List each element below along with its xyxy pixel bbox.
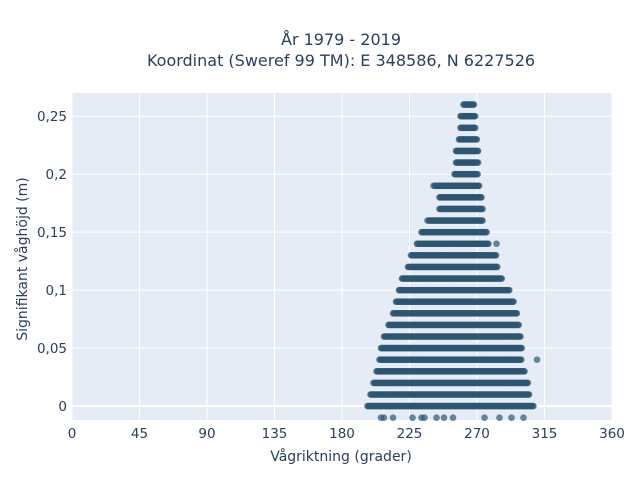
point-band (385, 321, 522, 329)
x-tick-label: 0 (68, 426, 77, 442)
point-band (373, 368, 528, 375)
data-point (521, 368, 528, 375)
x-tick-label: 135 (262, 426, 288, 442)
chart-title-line1: År 1979 - 2019 (281, 30, 401, 49)
point-band (460, 101, 478, 108)
data-point (520, 414, 527, 421)
data-point (424, 217, 431, 224)
x-tick-label: 225 (397, 426, 423, 442)
data-point (498, 275, 506, 282)
chart-title-line2: Koordinat (Sweref 99 TM): E 348586, N 62… (147, 51, 535, 70)
data-point (508, 414, 515, 421)
data-point (496, 414, 503, 421)
data-point (492, 252, 500, 259)
y-tick-label: 0,15 (37, 225, 67, 241)
data-point (389, 414, 397, 421)
point-band (436, 205, 486, 213)
point-band (376, 356, 525, 364)
data-point (530, 402, 537, 410)
point-band (452, 147, 482, 155)
data-point (518, 344, 525, 352)
data-point (513, 310, 521, 317)
data-point (474, 159, 482, 166)
x-tick-label: 360 (599, 426, 625, 442)
data-point (525, 391, 533, 398)
point-band (398, 275, 506, 282)
data-point (510, 298, 517, 306)
x-tick-label: 315 (532, 426, 558, 442)
data-point (380, 414, 388, 421)
data-point (481, 414, 488, 421)
x-tick-label: 180 (329, 426, 355, 442)
y-axis-title: Signifikant våghöjd (m) (14, 177, 31, 340)
point-band (457, 124, 479, 132)
data-point (505, 286, 513, 294)
point-band (404, 263, 501, 271)
x-axis-ticks: 0 45 90 135 180 225 270 315 360 (68, 426, 625, 442)
point-band (451, 170, 481, 178)
y-tick-label: 0,2 (46, 167, 67, 183)
point-band (452, 159, 482, 166)
data-point (479, 205, 486, 213)
point-band (364, 402, 537, 410)
point-band (389, 310, 521, 317)
data-point (524, 379, 532, 387)
data-point (421, 414, 428, 421)
data-point (474, 147, 482, 155)
point-band (431, 182, 483, 190)
point-band (436, 194, 485, 201)
point-band (413, 240, 492, 248)
point-band (457, 112, 479, 120)
point-band (367, 391, 533, 398)
data-point (474, 170, 481, 178)
y-tick-label: 0,05 (37, 341, 67, 357)
data-point (517, 356, 525, 364)
point-band (395, 286, 513, 294)
x-tick-label: 45 (131, 426, 148, 442)
data-point (475, 182, 483, 190)
x-tick-label: 90 (198, 426, 215, 442)
data-point (533, 356, 541, 364)
y-axis-ticks: 0 0,05 0,1 0,15 0,2 0,25 (37, 109, 67, 415)
data-point (470, 101, 478, 108)
x-tick-label: 270 (464, 426, 490, 442)
data-point (449, 414, 457, 421)
data-point (485, 240, 492, 248)
x-axis-title: Vågriktning (grader) (270, 448, 412, 465)
y-tick-label: 0 (58, 399, 67, 415)
point-band (377, 344, 525, 352)
data-point (493, 263, 501, 271)
y-tick-label: 0,1 (46, 283, 67, 299)
data-point (517, 333, 524, 340)
data-point (473, 136, 481, 143)
data-point (479, 217, 486, 224)
point-band (407, 252, 500, 259)
data-point (478, 194, 485, 201)
point-band (418, 228, 490, 236)
data-points (364, 101, 541, 421)
data-point (409, 414, 416, 421)
point-band (455, 136, 481, 143)
data-point (483, 228, 490, 236)
point-band (380, 333, 524, 340)
data-point (440, 414, 448, 421)
y-tick-label: 0,25 (37, 109, 67, 125)
data-point (471, 112, 479, 120)
data-point (493, 240, 500, 248)
data-point (515, 321, 522, 329)
data-point (430, 182, 437, 190)
point-band (425, 217, 486, 224)
point-band (392, 298, 517, 306)
data-point (471, 124, 479, 132)
point-band (370, 379, 532, 387)
data-point (433, 414, 440, 421)
